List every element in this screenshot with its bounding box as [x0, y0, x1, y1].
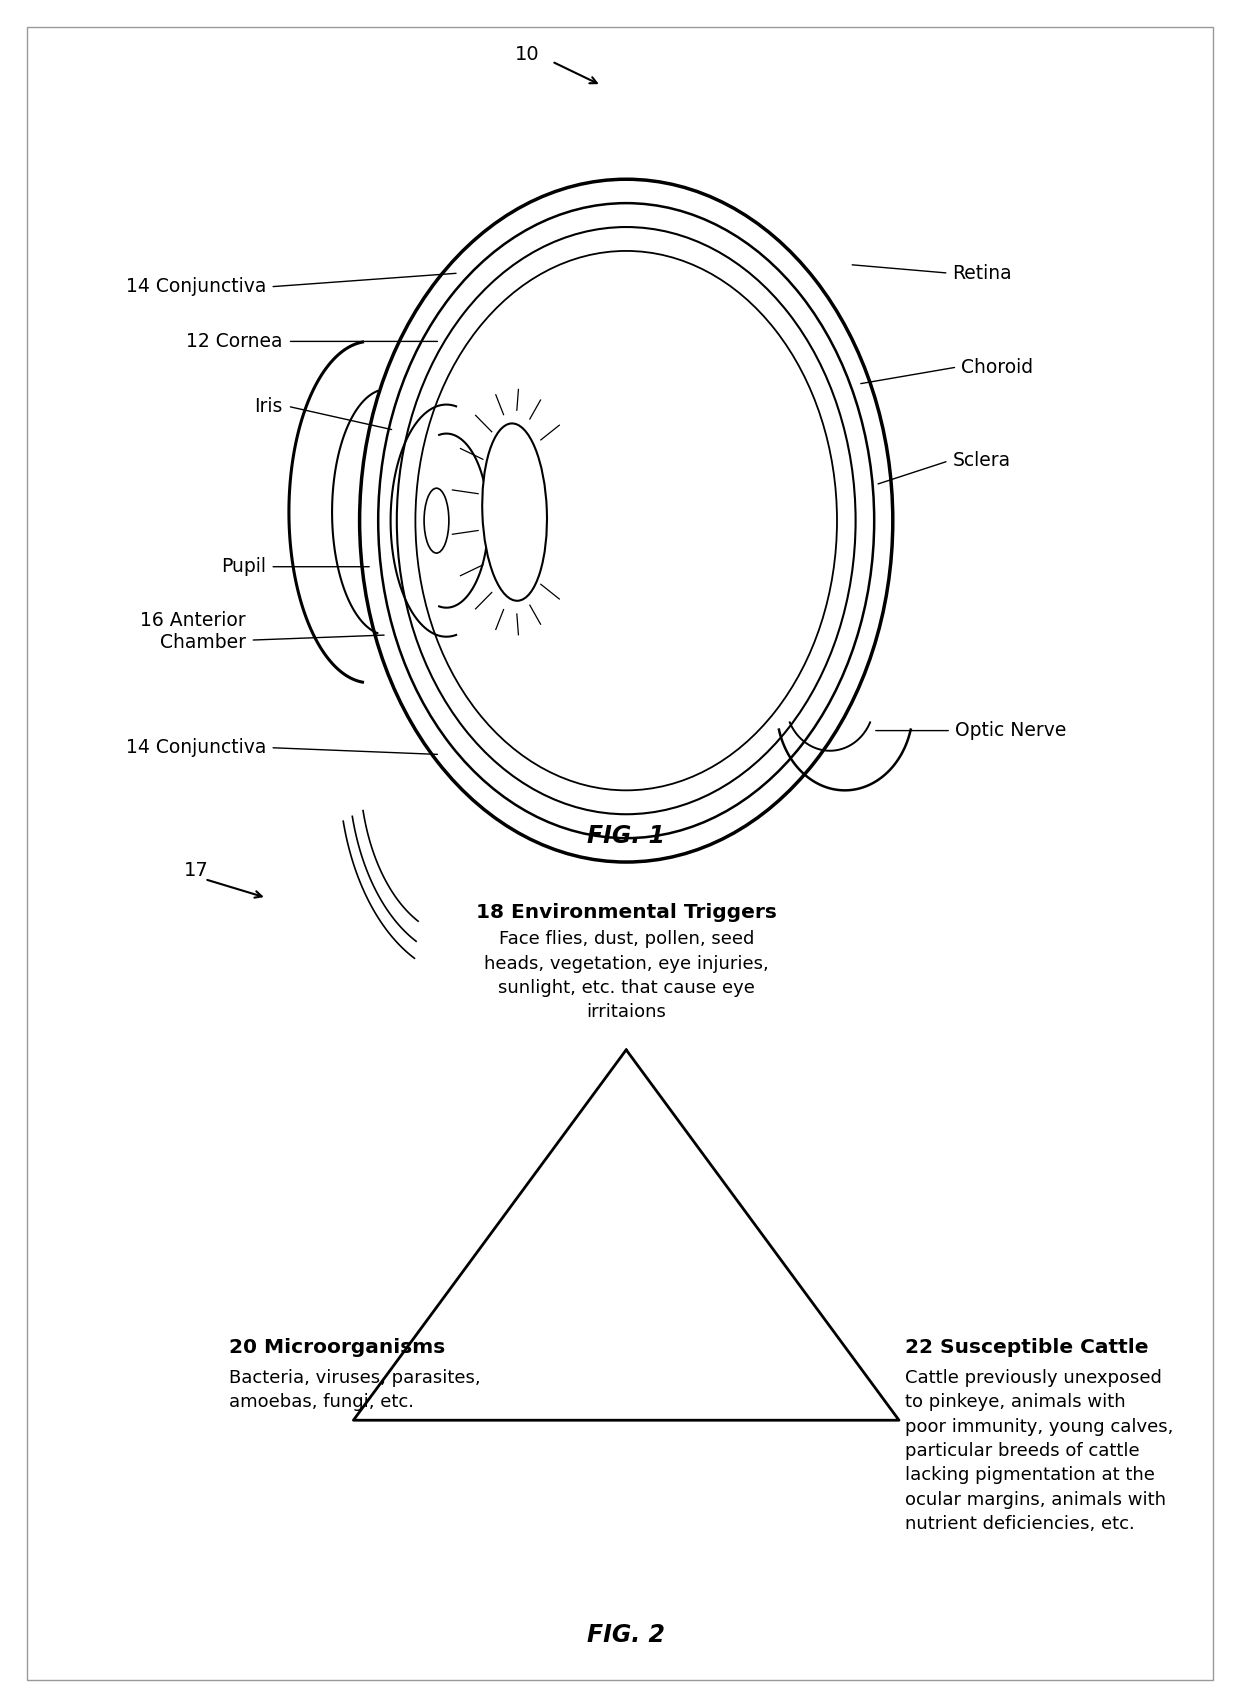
Text: Iris: Iris	[254, 396, 283, 417]
Text: Bacteria, viruses, parasites,
amoebas, fungi, etc.: Bacteria, viruses, parasites, amoebas, f…	[229, 1369, 481, 1412]
Text: 16 Anterior
Chamber: 16 Anterior Chamber	[140, 611, 246, 652]
Ellipse shape	[424, 488, 449, 553]
Text: Choroid: Choroid	[961, 357, 1033, 377]
Text: 22 Susceptible Cattle: 22 Susceptible Cattle	[905, 1338, 1148, 1357]
Text: Pupil: Pupil	[222, 556, 267, 577]
Text: Optic Nerve: Optic Nerve	[955, 720, 1066, 741]
Text: FIG. 1: FIG. 1	[588, 824, 665, 848]
Text: FIG. 2: FIG. 2	[588, 1623, 665, 1647]
Text: 17: 17	[184, 860, 208, 881]
Text: 18 Environmental Triggers: 18 Environmental Triggers	[476, 903, 776, 922]
Ellipse shape	[415, 251, 837, 790]
Text: Suspensory
Ligament: Suspensory Ligament	[565, 594, 675, 635]
Text: Lens: Lens	[577, 516, 620, 536]
Text: Cattle previously unexposed
to pinkeye, animals with
poor immunity, young calves: Cattle previously unexposed to pinkeye, …	[905, 1369, 1173, 1533]
Text: 12 Cornea: 12 Cornea	[186, 331, 283, 352]
Ellipse shape	[360, 179, 893, 862]
Text: 14 Conjunctiva: 14 Conjunctiva	[126, 737, 267, 758]
Text: Sclera: Sclera	[952, 451, 1011, 471]
Text: 14 Conjunctiva: 14 Conjunctiva	[126, 277, 267, 297]
Ellipse shape	[482, 423, 547, 601]
Text: 10: 10	[515, 44, 539, 65]
Text: Retina: Retina	[952, 263, 1012, 283]
Text: Face flies, dust, pollen, seed
heads, vegetation, eye injuries,
sunlight, etc. t: Face flies, dust, pollen, seed heads, ve…	[484, 930, 769, 1021]
Text: 20 Microorganisms: 20 Microorganisms	[229, 1338, 445, 1357]
